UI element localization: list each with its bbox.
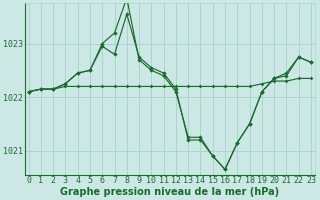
X-axis label: Graphe pression niveau de la mer (hPa): Graphe pression niveau de la mer (hPa) xyxy=(60,187,279,197)
